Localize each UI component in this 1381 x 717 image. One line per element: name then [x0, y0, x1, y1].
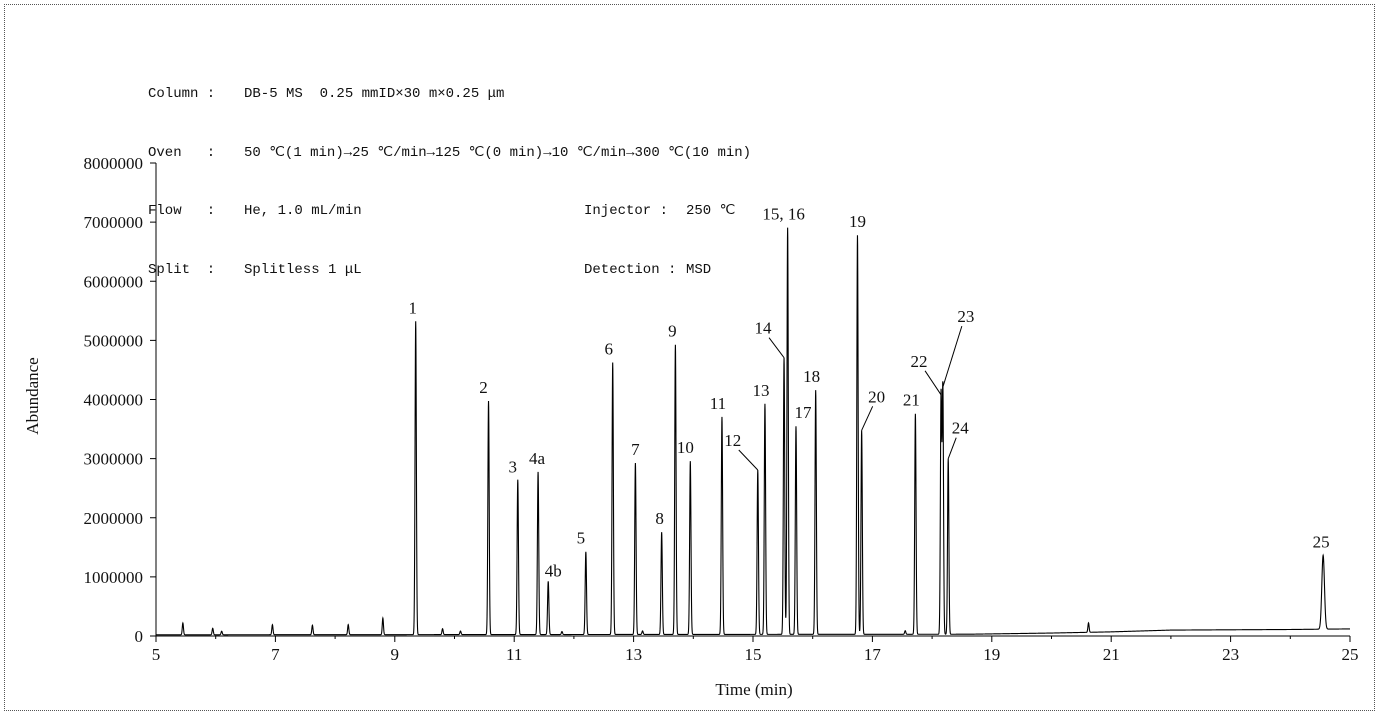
x-tick-label: 21: [1103, 645, 1120, 664]
x-tick-label: 13: [625, 645, 642, 664]
y-tick-label: 5000000: [84, 331, 144, 350]
peak-label: 13: [752, 381, 769, 400]
peak-leader-line: [861, 406, 874, 431]
x-tick-label: 15: [745, 645, 762, 664]
peak-label: 24: [952, 419, 970, 438]
peak-label: 10: [677, 438, 694, 457]
oven-value: 50 ℃(1 min)→25 ℃/min→125 ℃(0 min)→10 ℃/m…: [244, 144, 752, 161]
peak-label: 2: [479, 378, 488, 397]
conditions-block: Column : DB-5 MS 0.25 mmID×30 m×0.25 μm O…: [148, 46, 751, 300]
oven-row: Oven : 50 ℃(1 min)→25 ℃/min→125 ℃(0 min)→…: [148, 144, 751, 164]
y-tick-label: 1000000: [84, 568, 144, 587]
peak-label: 9: [668, 322, 677, 341]
y-tick-label: 0: [135, 627, 144, 646]
y-tick-label: 8000000: [84, 154, 144, 173]
peak-label: 17: [794, 403, 812, 422]
x-axis-label: Time (min): [715, 680, 792, 699]
y-tick-label: 3000000: [84, 450, 144, 469]
peak-label: 15, 16: [762, 205, 805, 224]
column-label: Column :: [148, 86, 216, 102]
peak-leader-line: [768, 337, 785, 358]
peak-label: 21: [903, 391, 920, 410]
peak-leader-line: [924, 370, 942, 396]
peak-label: 3: [509, 458, 518, 477]
figure-frame: [4, 4, 1375, 711]
split-row: Split : Splitless 1 μL Detection : MSD: [148, 261, 751, 281]
peak-label: 12: [724, 431, 741, 450]
x-tick-label: 19: [983, 645, 1000, 664]
peak-label: 6: [604, 340, 613, 359]
x-tick-label: 11: [506, 645, 522, 664]
peak-leader-line: [947, 437, 957, 459]
x-tick-label: 23: [1222, 645, 1239, 664]
flow-row: Flow : He, 1.0 mL/min Injector :250 ℃: [148, 202, 751, 222]
peak-label: 7: [631, 440, 640, 459]
column-value: DB-5 MS 0.25 mmID×30 m×0.25 μm: [244, 86, 505, 102]
peak-label: 14: [755, 319, 773, 338]
trace: [156, 227, 1351, 636]
peak-label: 22: [911, 352, 928, 371]
peak-label: 11: [710, 394, 726, 413]
x-tick-label: 9: [391, 645, 400, 664]
y-tick-label: 4000000: [84, 391, 144, 410]
peak-label: 1: [408, 298, 417, 317]
detection-value: MSD: [686, 261, 712, 278]
y-tick-label: 6000000: [84, 272, 144, 291]
y-tick-label: 7000000: [84, 213, 144, 232]
peak-label: 8: [655, 509, 664, 528]
peak-label: 4a: [529, 449, 546, 468]
oven-label: Oven :: [148, 144, 216, 161]
injector-value: 250 ℃: [686, 203, 736, 219]
column-row: Column : DB-5 MS 0.25 mmID×30 m×0.25 μm: [148, 85, 751, 105]
peak-label: 19: [849, 212, 866, 231]
x-tick-label: 5: [152, 645, 161, 664]
injector-label: Injector :: [584, 203, 669, 219]
detection-label: Detection :: [584, 261, 677, 278]
y-tick-label: 2000000: [84, 509, 144, 528]
x-tick-label: 7: [271, 645, 280, 664]
peak-leader-line: [738, 449, 759, 471]
peak-label: 23: [957, 307, 974, 326]
flow-value: He, 1.0 mL/min: [244, 203, 362, 219]
split-label: Split :: [148, 261, 216, 278]
split-value: Splitless 1 μL: [244, 261, 362, 278]
peak-leader-line: [942, 325, 963, 388]
peak-label: 4b: [545, 561, 562, 580]
chromatogram-line: [156, 227, 1351, 636]
y-axis-label: Abundance: [23, 357, 42, 434]
peak-label: 5: [577, 529, 586, 548]
peak-label: 20: [868, 387, 885, 406]
axes: 0 1000000 2000000 3000000 4000000 5000000 6000…: [84, 154, 1359, 664]
peak-label: 25: [1313, 532, 1330, 551]
x-tick-label: 25: [1342, 645, 1359, 664]
x-tick-label: 17: [864, 645, 882, 664]
peak-label: 18: [803, 367, 820, 386]
